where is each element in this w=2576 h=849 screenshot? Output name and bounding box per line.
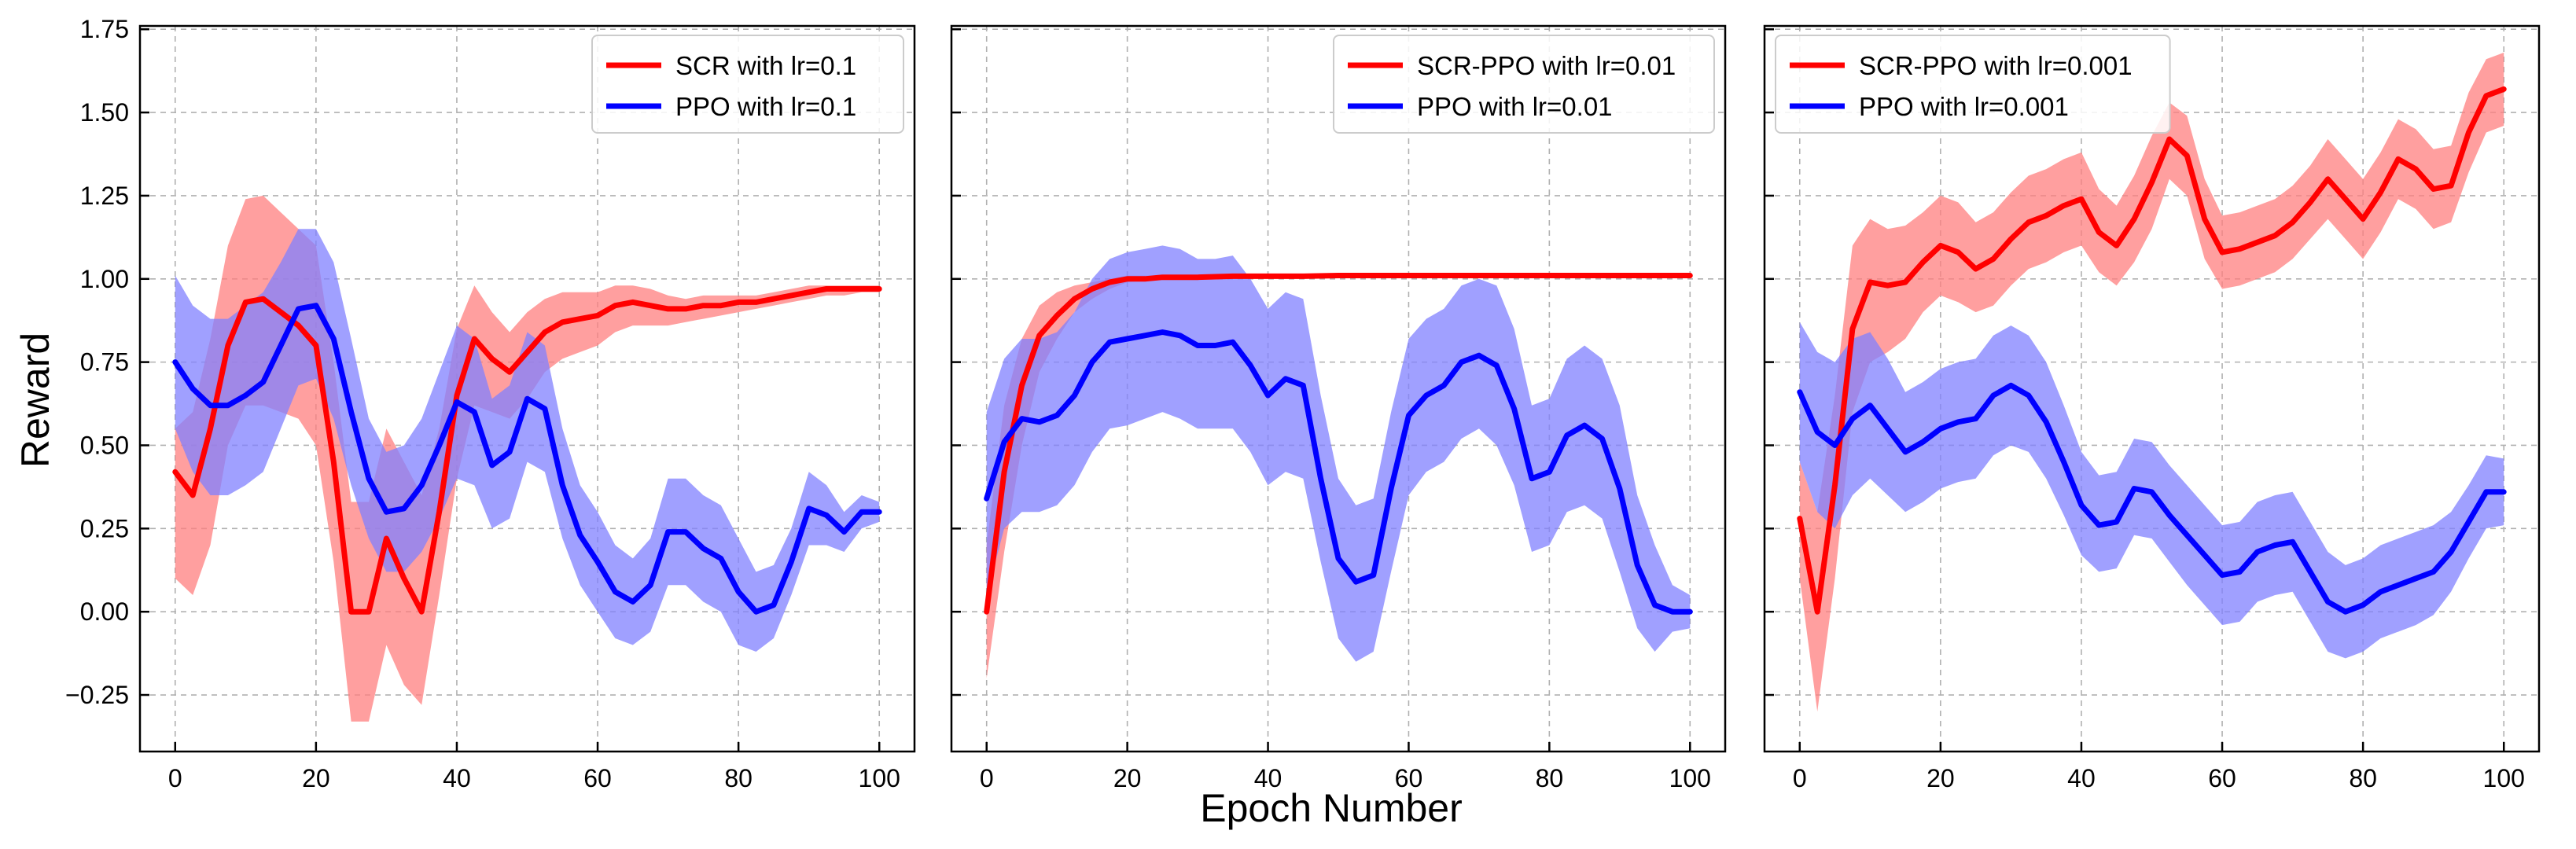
y-tick-label: 0.75 bbox=[80, 348, 129, 377]
x-tick-label: 100 bbox=[1669, 764, 1711, 792]
legend-label-1: SCR with lr=0.1 bbox=[675, 51, 856, 80]
y-tick-label: −0.25 bbox=[65, 681, 129, 709]
ticks bbox=[1765, 28, 2505, 752]
x-tick-label: 80 bbox=[2349, 764, 2377, 792]
legend: SCR-PPO with lr=0.001 PPO with lr=0.001 bbox=[1775, 35, 2171, 134]
panel-1: 0 20 40 60 80 100 1.75 1.50 1.25 1.00 0.75 0.50 0.25… bbox=[65, 15, 916, 792]
legend: SCR with lr=0.1 PPO with lr=0.1 bbox=[591, 35, 904, 134]
legend-box bbox=[591, 35, 904, 134]
x-tick-label: 100 bbox=[2483, 764, 2525, 792]
panel-2: 0 20 40 60 80 100 SCR-PPO with lr=0.01 PPO with… bbox=[950, 24, 1727, 792]
x-tick-label: 0 bbox=[168, 764, 182, 792]
axes-frame bbox=[1763, 24, 2541, 753]
series-line-1 bbox=[1797, 86, 2507, 615]
axes-frame bbox=[138, 24, 916, 753]
axes-frame bbox=[950, 24, 1727, 753]
confidence-band-2 bbox=[986, 245, 1691, 662]
y-tick-label: 0.00 bbox=[80, 597, 129, 626]
x-tick-label: 20 bbox=[1926, 764, 1955, 792]
y-axis-title: Reward bbox=[13, 333, 57, 468]
legend-label-2: PPO with lr=0.01 bbox=[1417, 92, 1613, 121]
x-tick-label: 60 bbox=[1395, 764, 1423, 792]
x-tick-label: 80 bbox=[1536, 764, 1564, 792]
series-line-2 bbox=[172, 303, 882, 615]
plot-area bbox=[984, 245, 1693, 678]
legend-box bbox=[1333, 35, 1715, 134]
y-tick-label: 0.50 bbox=[80, 431, 129, 459]
panels: 0 20 40 60 80 100 1.75 1.50 1.25 1.00 0.75 0.50 0.25… bbox=[65, 15, 2541, 792]
x-tick-label: 0 bbox=[980, 764, 994, 792]
y-tick-label: 1.50 bbox=[80, 98, 129, 127]
legend-label-1: SCR-PPO with lr=0.01 bbox=[1417, 51, 1676, 80]
legend-label-2: PPO with lr=0.001 bbox=[1859, 92, 2069, 121]
x-tick-label: 100 bbox=[859, 764, 900, 792]
plot-area bbox=[1797, 52, 2507, 712]
x-tick-label: 40 bbox=[443, 764, 471, 792]
x-axis-title: Epoch Number bbox=[1200, 786, 1463, 830]
ticks bbox=[951, 28, 1691, 752]
x-tick-label: 20 bbox=[1113, 764, 1142, 792]
series-line-1 bbox=[984, 273, 1693, 615]
x-tick-label: 60 bbox=[2208, 764, 2236, 792]
ticks bbox=[140, 28, 881, 752]
y-tick-label: 1.00 bbox=[80, 265, 129, 293]
x-tick-label: 0 bbox=[1793, 764, 1807, 792]
y-tick-label: 1.25 bbox=[80, 182, 129, 210]
panel-3: 0 20 40 60 80 100 SCR-PPO with lr=0.001 PPO wit… bbox=[1763, 24, 2541, 792]
y-tick-label: 0.25 bbox=[80, 514, 129, 542]
series-line-2 bbox=[984, 329, 1693, 615]
x-tick-label: 40 bbox=[1254, 764, 1282, 792]
x-tick-label: 60 bbox=[583, 764, 612, 792]
x-tick-label: 20 bbox=[302, 764, 330, 792]
series-line-2 bbox=[1797, 382, 2507, 615]
legend-box bbox=[1775, 35, 2171, 134]
legend-label-1: SCR-PPO with lr=0.001 bbox=[1859, 51, 2133, 80]
confidence-band-1 bbox=[1799, 52, 2504, 712]
legend-label-2: PPO with lr=0.1 bbox=[675, 92, 856, 121]
y-tick-label: 1.75 bbox=[80, 15, 129, 43]
x-tick-label: 40 bbox=[2067, 764, 2096, 792]
plot-area bbox=[172, 195, 882, 722]
x-tick-label: 80 bbox=[724, 764, 753, 792]
legend: SCR-PPO with lr=0.01 PPO with lr=0.01 bbox=[1333, 35, 1715, 134]
